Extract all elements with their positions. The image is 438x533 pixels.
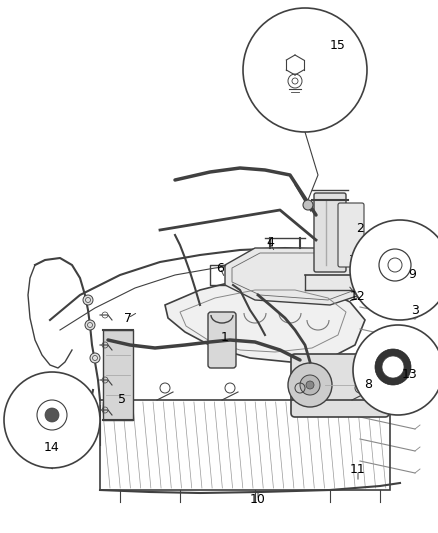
Circle shape [287, 363, 331, 407]
FancyBboxPatch shape [313, 193, 345, 272]
FancyBboxPatch shape [208, 312, 236, 368]
Text: 9: 9 [407, 269, 415, 281]
Text: 1: 1 [221, 332, 228, 344]
Text: 15: 15 [329, 38, 345, 52]
Text: 2: 2 [355, 222, 363, 235]
Circle shape [349, 220, 438, 320]
Circle shape [243, 8, 366, 132]
Bar [100, 400, 389, 490]
Text: 13: 13 [401, 368, 417, 382]
Circle shape [299, 375, 319, 395]
Text: 12: 12 [350, 290, 365, 303]
Circle shape [302, 200, 312, 210]
Circle shape [90, 353, 100, 363]
Polygon shape [225, 248, 359, 305]
Circle shape [45, 408, 59, 422]
Circle shape [352, 325, 438, 415]
Bar [103, 330, 133, 420]
Text: 14: 14 [44, 441, 60, 455]
Circle shape [4, 372, 100, 468]
Circle shape [305, 381, 313, 389]
Text: 6: 6 [215, 262, 223, 274]
Circle shape [83, 295, 93, 305]
Polygon shape [165, 280, 364, 362]
Text: 10: 10 [250, 494, 265, 506]
FancyBboxPatch shape [337, 203, 363, 267]
Text: 8: 8 [363, 378, 371, 392]
Circle shape [85, 320, 95, 330]
Text: 7: 7 [124, 311, 132, 325]
Text: 5: 5 [118, 393, 126, 407]
Text: 11: 11 [350, 464, 365, 477]
Circle shape [381, 356, 403, 378]
Text: 3: 3 [410, 303, 418, 317]
Text: 4: 4 [265, 237, 273, 249]
FancyBboxPatch shape [290, 354, 388, 417]
Circle shape [374, 349, 410, 385]
